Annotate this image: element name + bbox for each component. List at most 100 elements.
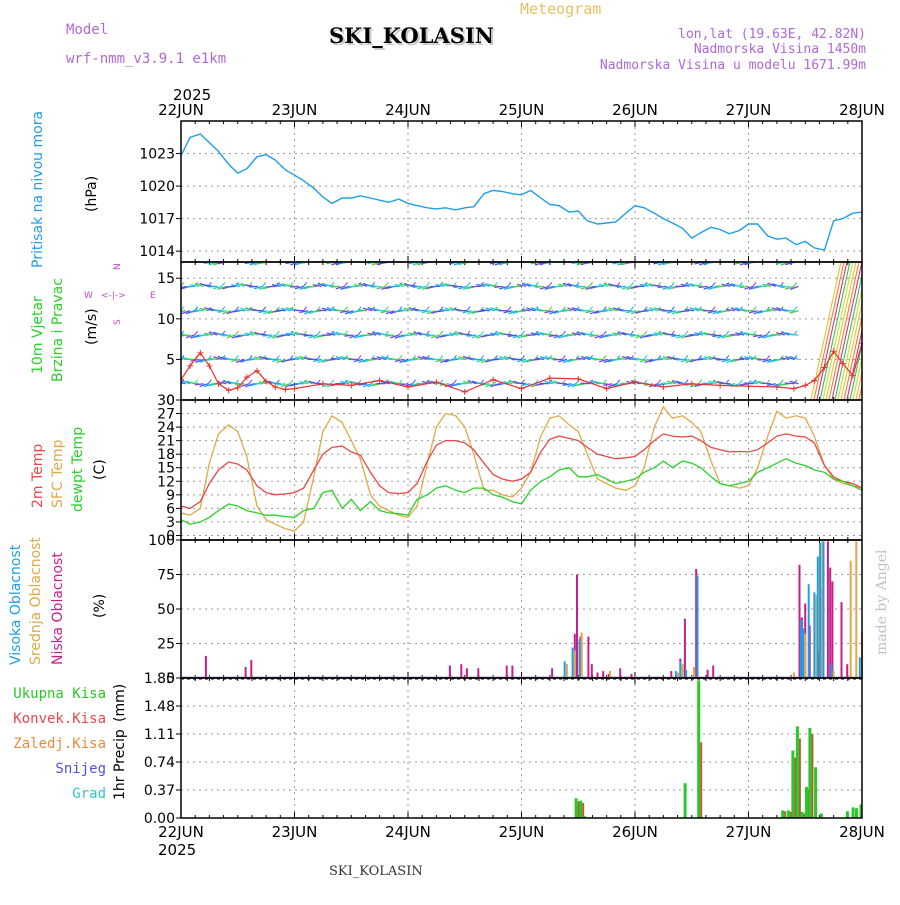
time-label-bottom: 27JUN [726,823,772,841]
precip-bar-konvek [811,734,813,818]
wind-barb [449,285,458,286]
wind-barb [708,334,717,335]
cloud-bar-niska [846,664,848,678]
wind-barb-flag [630,282,633,286]
precip-legend-grad: Grad [72,786,106,802]
wind-barb-flag [685,355,688,359]
y-tick-label: 50 [157,602,175,618]
wind-barb [227,286,236,287]
y-tick-label: 0.74 [144,755,175,771]
wind-barb [504,334,513,335]
wind-barb-flag [562,331,565,335]
wind-barb [531,285,540,286]
wind-barb [490,359,499,360]
wind-barb [381,334,390,335]
cloud-bar-niska [576,575,578,679]
wind-barb-flag [739,380,742,384]
wind-barb [186,286,195,287]
cloud-bar-niska [587,637,589,678]
wind-barb-flag [413,380,416,384]
credit-watermark: made by Angel [874,549,890,655]
wind-barb [326,359,335,360]
wind-barb-flag [208,380,211,384]
wind-barb-flag [222,282,225,286]
wind-barb [599,383,608,384]
wind-storm-barb [883,262,900,400]
wind-barb [272,383,281,384]
wind-barb [749,334,758,335]
wind-barb-flag [467,282,470,286]
wind-unit: (m/s) [84,308,100,345]
wind-barbs [172,258,900,400]
wind-barb [454,286,463,287]
precip-legend-konvek: Konvek.Kisa [13,711,106,727]
cloud-bar-srednja [804,634,806,678]
cloud-bar-visoka [830,664,832,678]
wind-barb [313,311,322,312]
wind-barb [776,286,785,287]
cloud-bar-niska [684,619,686,678]
time-label-bottom: 26JUN [612,823,658,841]
wind-storm-barb [877,262,900,400]
y-tick-label: 1.48 [144,699,175,715]
wind-barb-flag [222,307,225,311]
wind-barb [476,311,485,312]
wind-barb-flag [317,331,320,335]
wind-ylabel-1: 10m Vjetar [30,296,46,374]
cloud-bar-visoka [859,657,861,678]
wind-barb [517,311,526,312]
wind-barb-flag [385,282,388,286]
temp-ylabel-2m: 2m Temp [30,444,46,508]
wind-barb [781,384,790,385]
wind-barb-flag [426,307,429,311]
wind-storm-barb [862,262,892,400]
wind-barb [721,311,730,312]
panel-frame [181,262,862,400]
wind-barb [299,334,308,335]
wind-barb-flag [603,331,606,335]
cloud-bar-srednja [574,650,576,678]
wind-barb-flag [467,307,470,311]
wind-barb [408,359,417,360]
wind-barb [354,311,363,312]
cloud-bar-srednja [693,667,695,678]
precip-bar-ukupna [852,807,855,818]
cloud-bar-niska [831,581,833,678]
temp-ylabel-dewpt: dewpt Temp [70,427,86,512]
time-label-bottom: 25JUN [499,823,545,841]
wind-barb-flag [630,307,633,311]
precip-bar-ukupna [808,728,811,818]
y-tick-label: 0.37 [144,783,175,799]
wind-barb [735,285,744,286]
cloud-bar-niska [827,541,829,678]
precip-bar-ukupna [846,811,849,818]
wind-speed-marker [519,386,525,392]
wind-barb-flag [358,331,361,335]
wind-legend-n: N [113,263,123,270]
wind-barb-flag [590,282,593,286]
cloud-bar-srednja [833,671,835,678]
wind-barb [640,311,649,312]
time-label-top: 23JUN [272,101,318,119]
wind-legend-e: E [150,291,156,301]
wind-barb-flag [276,331,279,335]
time-label-top: 26JUN [612,101,658,119]
wind-barb-flag [440,331,443,335]
cloud-bar-niska [712,666,714,678]
precip-legend-ukupna: Ukupna Kisa [13,686,106,702]
wind-barb-flag [304,282,307,286]
precip-bar-ukupna [801,812,804,818]
cloud-bar-visoka [675,671,677,678]
wind-barb [572,285,581,286]
wind-barb-flag [399,331,402,335]
wind-barb [558,383,567,384]
wind-barb [173,262,182,265]
altitude-label: Nadmorska Visina 1450m [694,42,866,57]
y-tick-label: 1014 [139,244,175,260]
cloud-bar-visoka [817,557,819,678]
wind-barb-flag [590,307,593,311]
wind-barb-flag [699,380,702,384]
